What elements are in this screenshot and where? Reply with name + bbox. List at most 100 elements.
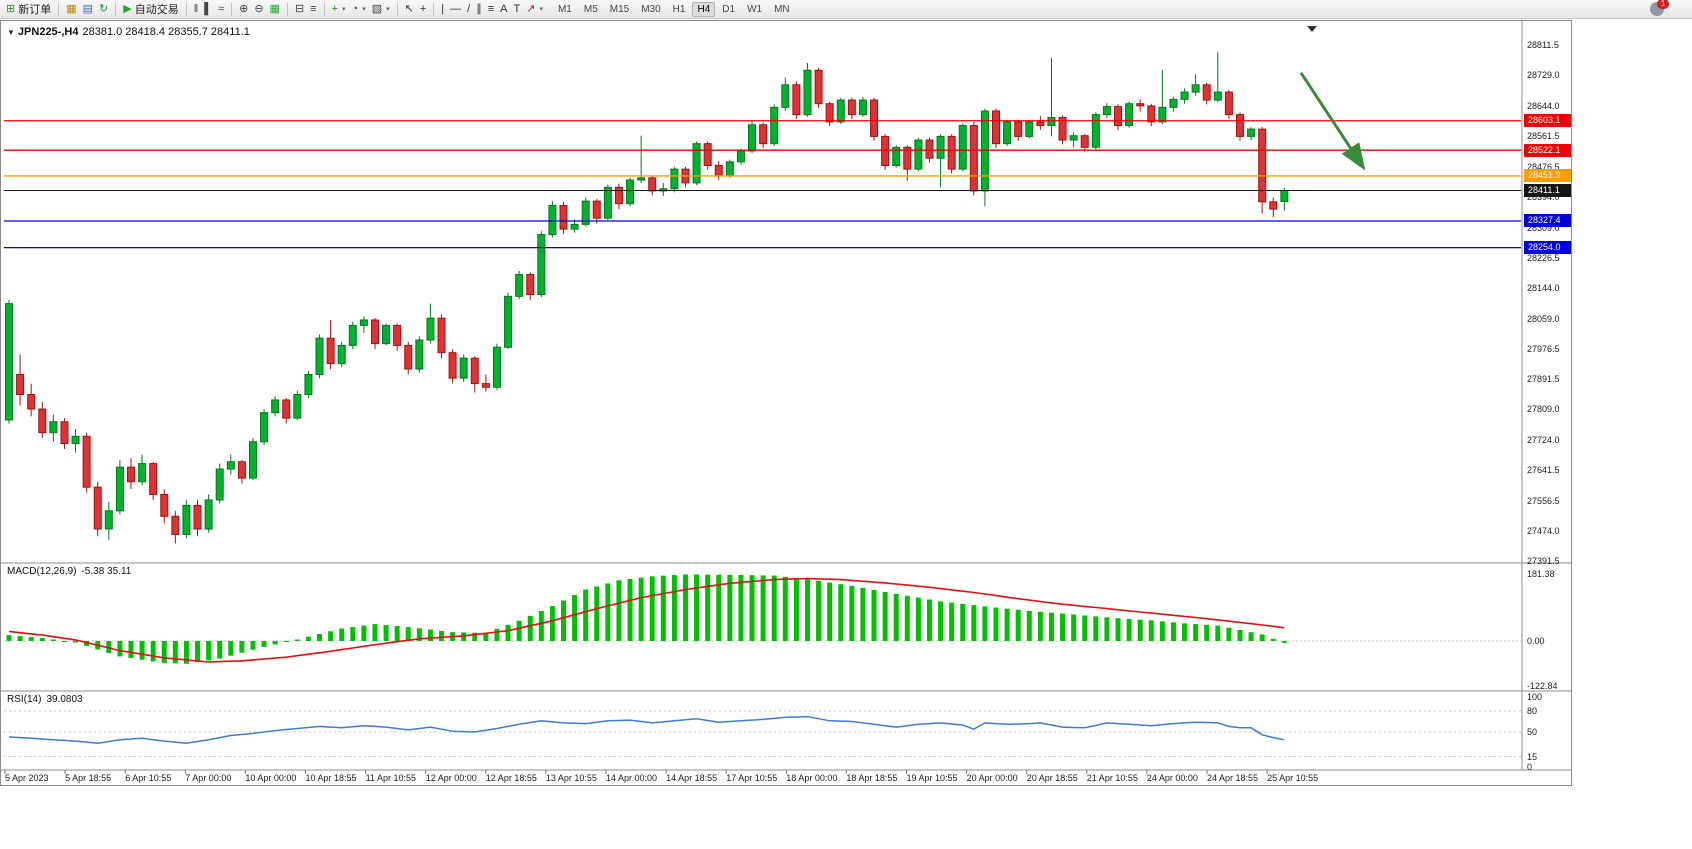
label-button[interactable]: T <box>510 1 523 17</box>
vertical-line-icon: | <box>441 2 445 15</box>
chart-menu-icon[interactable]: ▼ <box>7 28 15 37</box>
cursor-button[interactable]: ↖ <box>402 1 417 17</box>
time-axis-label: 18 Apr 00:00 <box>786 773 838 783</box>
macd-histogram <box>6 574 1287 664</box>
rsi-tick-label: 15 <box>1527 751 1538 762</box>
price-tick-label: 28561.5 <box>1527 130 1560 141</box>
text-icon: A <box>500 2 508 15</box>
chart-window-button[interactable]: ▦ <box>63 1 79 17</box>
templates-icon: ▧ <box>371 2 383 15</box>
fibonacci-icon: ≡ <box>487 2 495 15</box>
time-axis-label: 13 Apr 10:55 <box>545 773 597 783</box>
toolbar-separator <box>286 2 288 16</box>
toolbar-separator <box>396 2 398 16</box>
rsi-line <box>8 715 1285 744</box>
zoom-in-button[interactable]: ⊕ <box>236 1 251 17</box>
rsi-label: RSI(14) 39.0803 <box>7 694 83 705</box>
time-axis-label: 12 Apr 00:00 <box>425 773 477 783</box>
price-tick-label: 28811.5 <box>1527 39 1559 50</box>
window-list-button[interactable]: ≡ <box>307 1 319 17</box>
timeframe-h1[interactable]: H1 <box>672 3 686 15</box>
toolbar-separator <box>231 2 233 16</box>
new-order-label: 新订单 <box>18 4 52 16</box>
dropdown-arrow-icon: ▾ <box>362 6 366 13</box>
add-indicator-button[interactable]: + ▾ <box>329 1 349 17</box>
time-axis-label: 20 Apr 00:00 <box>966 773 1018 783</box>
rsi-tick-label: 50 <box>1527 727 1538 737</box>
dropdown-arrow-icon: ▾ <box>386 6 390 13</box>
time-axis-label: 24 Apr 18:55 <box>1207 773 1259 783</box>
timeframe-w1[interactable]: W1 <box>747 3 763 15</box>
timeframe-d1[interactable]: D1 <box>722 3 736 15</box>
notification-icon[interactable]: 1 <box>1650 0 1669 16</box>
horizontal-line-button[interactable]: — <box>447 1 464 17</box>
timeframe-m30[interactable]: M30 <box>641 3 661 15</box>
price-tick-label: 27641.5 <box>1527 465 1560 476</box>
time-axis-label: 5 Apr 18:55 <box>65 773 112 783</box>
zoom-out-button[interactable]: ⊖ <box>251 1 266 17</box>
add-indicator-icon: + <box>331 2 339 15</box>
periods-button[interactable]: ◔ ▾ <box>349 1 369 17</box>
chart-window: ▼ JPN225-,H4 28381.0 28418.4 28355.7 28411… <box>0 20 1572 786</box>
time-axis-label: 5 Apr 2023 <box>5 773 49 783</box>
timeframe-m1[interactable]: M1 <box>557 3 572 15</box>
toolbar-separator <box>58 2 60 16</box>
time-axis-label: 10 Apr 18:55 <box>305 773 357 783</box>
price-level-tag: 28451.3 <box>1524 169 1571 183</box>
fibonacci-button[interactable]: ≡ <box>485 1 497 17</box>
candlestick-icon: ▌ <box>204 2 213 15</box>
price-tick-label: 27556.5 <box>1527 496 1560 507</box>
arrows-button[interactable]: ↗ ▾ <box>523 1 546 17</box>
time-axis-label: 6 Apr 10:55 <box>125 773 172 783</box>
arrows-icon: ↗ <box>526 2 536 15</box>
price-tick-label: 27891.5 <box>1527 374 1560 385</box>
arrange-icon: ⊟ <box>294 2 305 15</box>
trendline-button[interactable]: / <box>464 1 473 17</box>
new-order-button[interactable]: ⊞ 新订单 <box>3 1 54 17</box>
dropdown-arrow-icon: ▾ <box>539 6 543 13</box>
vertical-line-button[interactable]: | <box>438 1 447 17</box>
timeframe-h4[interactable]: H4 <box>692 1 716 17</box>
macd-tick-label: -122.84 <box>1527 681 1558 692</box>
autotrade-label: 自动交易 <box>134 4 179 16</box>
toolbar-groups: ⊞ 新订单 ▦ ▤ ↻ ▶ 自动交易 ‖ ▌ ≈ ⊕ ⊖ ▦ ⊟ ≡ + ▾ ◔ ▾ ▧ ▾ ↖ + | — / ∥ ≡ A T ↗ ▾ <box>3 1 546 17</box>
text-button[interactable]: A <box>497 1 510 17</box>
candlestick-button[interactable]: ▌ <box>201 1 215 17</box>
timeframe-toolbar: M1 M5 M15 M30 H1 H4 D1 W1 MN <box>552 1 796 17</box>
drawn-arrow[interactable] <box>1299 71 1366 171</box>
profiles-button[interactable]: ▤ <box>80 1 96 17</box>
line-chart-button[interactable]: ≈ <box>215 1 227 17</box>
bar-chart-button[interactable]: ‖ <box>191 1 202 17</box>
time-axis-label: 20 Apr 18:55 <box>1026 773 1078 783</box>
tile-windows-button[interactable]: ▦ <box>267 1 283 17</box>
timeframe-mn[interactable]: MN <box>774 3 790 15</box>
time-axis-label: 14 Apr 00:00 <box>606 773 658 783</box>
timeframe-m5[interactable]: M5 <box>583 3 598 15</box>
price-tick-label: 28226.5 <box>1527 252 1560 263</box>
autotrade-button[interactable]: ▶ 自动交易 <box>120 1 181 17</box>
rsi-tick-label: 0 <box>1527 762 1533 772</box>
price-tick-label: 27391.5 <box>1527 556 1560 567</box>
macd-tick-label: 181.38 <box>1527 569 1555 580</box>
navigator-icon: ↻ <box>99 2 109 15</box>
crosshair-icon: + <box>419 2 427 15</box>
time-axis-label: 10 Apr 00:00 <box>245 773 297 783</box>
toolbar-separator <box>433 2 435 16</box>
cursor-icon: ↖ <box>404 2 414 15</box>
price-level-tag: 28254.0 <box>1524 241 1571 255</box>
chart-canvas[interactable] <box>1 21 1571 785</box>
chart-shift-marker-icon[interactable] <box>1307 26 1317 32</box>
dropdown-arrow-icon: ▾ <box>342 6 346 13</box>
candlesticks <box>5 52 1289 544</box>
navigator-button[interactable]: ↻ <box>96 1 111 17</box>
price-tick-label: 27976.5 <box>1527 343 1560 354</box>
rsi-tick-label: 100 <box>1527 692 1543 702</box>
arrange-button[interactable]: ⊟ <box>292 1 307 17</box>
ohlc-values: 28381.0 28418.4 28355.7 28411.1 <box>82 26 250 38</box>
window-list-icon: ≡ <box>310 2 317 15</box>
channel-button[interactable]: ∥ <box>473 1 485 17</box>
crosshair-button[interactable]: + <box>417 1 429 17</box>
timeframe-m15[interactable]: M15 <box>609 3 630 15</box>
templates-button[interactable]: ▧ ▾ <box>369 1 393 17</box>
